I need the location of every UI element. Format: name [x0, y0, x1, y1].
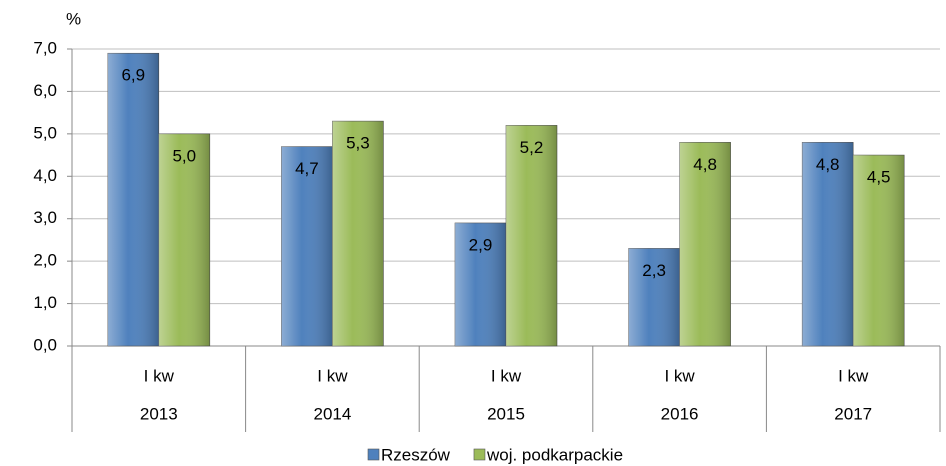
y-tick-label: 2,0: [33, 251, 57, 270]
legend-swatch: [367, 448, 380, 461]
y-tick-label: 0,0: [33, 335, 57, 354]
data-label: 2,3: [642, 261, 666, 280]
bar-shine: [455, 222, 506, 346]
bar-shine: [158, 133, 210, 346]
y-axis-label: %: [66, 9, 81, 28]
bar-shine: [679, 142, 731, 346]
bar-shine: [332, 121, 384, 346]
bar-shine: [281, 146, 333, 346]
data-label: 2,9: [469, 235, 493, 254]
legend-swatch: [473, 448, 486, 461]
data-label: 5,0: [172, 146, 196, 165]
data-label: 5,3: [346, 134, 370, 153]
x-tick-label: I kw: [664, 366, 695, 385]
y-tick-label: 1,0: [33, 293, 57, 312]
y-tick-label: 4,0: [33, 166, 57, 185]
y-tick-label: 7,0: [33, 38, 57, 57]
bar-shine: [802, 142, 854, 346]
y-tick-label: 5,0: [33, 123, 57, 142]
x-group-label: 2014: [313, 404, 351, 423]
x-group-label: 2017: [834, 404, 872, 423]
y-tick-label: 6,0: [33, 81, 57, 100]
bar-shine: [107, 53, 159, 346]
x-group-label: 2015: [487, 404, 525, 423]
bar-shine: [506, 125, 557, 346]
data-label: 4,8: [693, 155, 717, 174]
x-tick-label: I kw: [144, 366, 175, 385]
data-label: 4,8: [816, 155, 840, 174]
bar-shine: [628, 248, 680, 346]
x-tick-label: I kw: [317, 366, 348, 385]
data-label: 5,2: [520, 138, 544, 157]
legend-label: Rzeszów: [381, 445, 451, 464]
data-label: 4,5: [867, 168, 891, 187]
x-tick-label: I kw: [491, 366, 522, 385]
y-tick-label: 3,0: [33, 208, 57, 227]
x-group-label: 2013: [140, 404, 178, 423]
legend-label: woj. podkarpackie: [486, 445, 623, 464]
x-tick-label: I kw: [838, 366, 869, 385]
bar-shine: [853, 155, 905, 346]
data-label: 6,9: [121, 66, 145, 85]
x-group-label: 2016: [661, 404, 699, 423]
data-label: 4,7: [295, 159, 319, 178]
